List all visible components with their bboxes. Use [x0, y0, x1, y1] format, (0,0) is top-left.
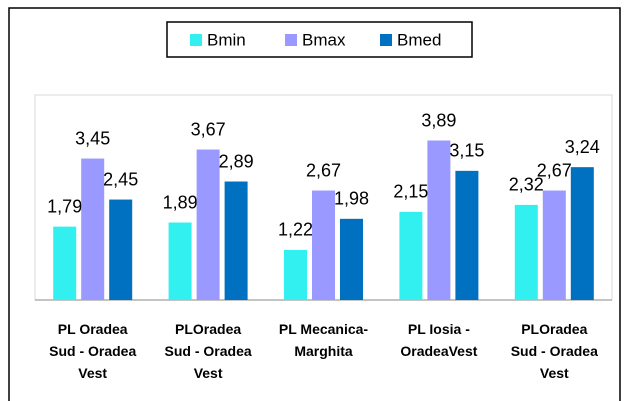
bar	[284, 249, 307, 300]
legend-swatch	[285, 34, 297, 46]
data-label: 1,89	[163, 192, 198, 212]
legend-box	[166, 21, 473, 58]
bar	[570, 167, 594, 300]
bar	[455, 170, 479, 300]
data-label: 2,67	[537, 160, 572, 180]
data-label: 3,45	[75, 128, 110, 148]
legend-label: Bmin	[207, 30, 246, 49]
data-label: 2,15	[393, 182, 428, 202]
data-label: 2,67	[306, 160, 341, 180]
bar	[81, 158, 105, 300]
x-tick-label: PL Oradea Sud - Oradea Vest	[49, 321, 137, 381]
data-label: 1,22	[278, 220, 313, 240]
bar	[168, 222, 192, 300]
bar	[109, 199, 133, 300]
data-label: 3,15	[449, 141, 484, 161]
bar	[514, 204, 538, 300]
legend-swatch	[190, 34, 202, 46]
data-label: 3,67	[191, 119, 226, 139]
data-label: 1,98	[334, 189, 369, 209]
legend-label: Bmax	[302, 30, 346, 49]
bar	[224, 181, 248, 300]
bar	[399, 211, 423, 300]
data-label: 1,79	[47, 196, 82, 216]
legend-label: Bmed	[397, 30, 441, 49]
data-label: 2,45	[103, 169, 138, 189]
x-tick-label: PLOradea Sud - Oradea Vest	[164, 321, 252, 381]
data-label: 3,89	[421, 110, 456, 130]
bar	[340, 218, 363, 300]
data-label: 2,32	[509, 175, 544, 195]
x-tick-label: PLOradea Sud - Oradea Vest	[510, 321, 598, 381]
x-tick-label: PL Mecanica- Marghita	[278, 321, 369, 359]
bar	[312, 190, 335, 300]
bar	[427, 140, 451, 300]
bar	[196, 149, 220, 300]
legend-swatch	[380, 34, 392, 46]
x-tick-label: PL Iosia - OradeaVest	[400, 321, 478, 359]
bar	[542, 190, 566, 300]
bar	[53, 226, 77, 300]
data-label: 2,89	[219, 151, 254, 171]
data-label: 3,24	[565, 137, 600, 157]
